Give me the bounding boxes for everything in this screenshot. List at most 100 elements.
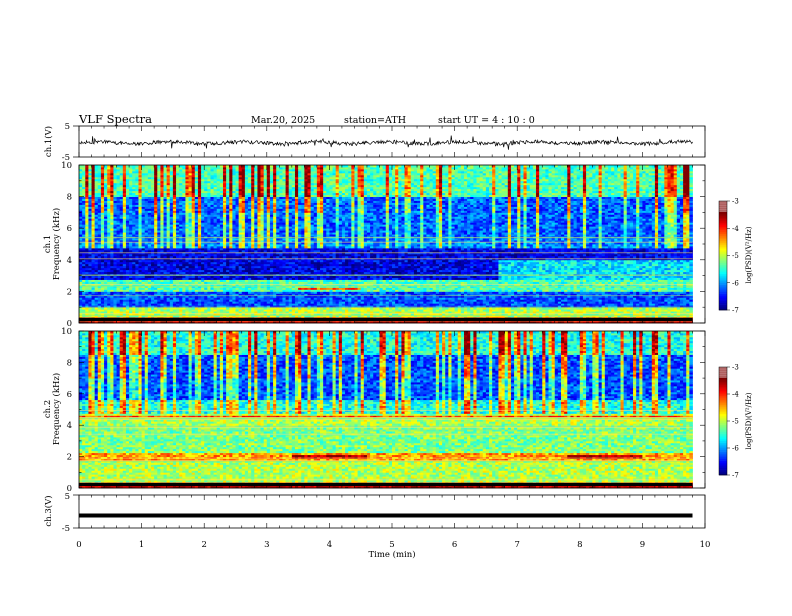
- colorbar-swatch: [719, 443, 727, 445]
- colorbar-swatch: [719, 259, 727, 261]
- time-tick-label: 7: [514, 540, 519, 550]
- ch2-colorbar-label: log(PSD)(V²/Hz): [745, 392, 753, 449]
- colorbar-swatch: [719, 294, 727, 296]
- colorbar-swatch: [719, 407, 727, 409]
- colorbar-swatch: [719, 378, 727, 380]
- ch3-waveform-ylabel: ch.3(V): [43, 495, 54, 526]
- ch3-ytick-top: 5: [65, 492, 70, 502]
- time-axis-label: Time (min): [368, 549, 415, 560]
- colorbar-tick-label: -3: [732, 364, 739, 372]
- colorbar-swatch: [719, 272, 727, 274]
- colorbar-swatch: [719, 421, 727, 423]
- colorbar-swatch: [719, 236, 727, 238]
- colorbar-swatch: [719, 303, 727, 305]
- colorbar-swatch: [719, 444, 727, 446]
- colorbar-swatch: [719, 270, 727, 272]
- colorbar-swatch: [719, 212, 727, 214]
- colorbar-swatch: [719, 401, 727, 403]
- colorbar-swatch: [719, 419, 727, 421]
- colorbar-swatch: [719, 221, 727, 223]
- colorbar-swatch: [719, 201, 727, 203]
- colorbar-swatch: [719, 210, 727, 212]
- colorbar-swatch: [719, 367, 727, 369]
- colorbar-swatch: [719, 453, 727, 455]
- colorbar-swatch: [719, 265, 727, 267]
- colorbar-swatch: [719, 437, 727, 439]
- frequency-tick-label: 8: [67, 193, 72, 203]
- colorbar-swatch: [719, 381, 727, 383]
- colorbar-tick-label: -4: [732, 391, 739, 399]
- colorbar-tick-label: -6: [732, 445, 739, 453]
- colorbar-swatch: [719, 290, 727, 292]
- colorbar-swatch: [719, 205, 727, 207]
- colorbar-swatch: [719, 243, 727, 245]
- time-tick-label: 0: [76, 540, 81, 550]
- frequency-tick-label: 8: [67, 358, 72, 368]
- colorbar-swatch: [719, 374, 727, 376]
- colorbar-swatch: [719, 371, 727, 373]
- time-tick-label: 4: [327, 540, 332, 550]
- colorbar-swatch: [719, 430, 727, 432]
- station-label: station=ATH: [344, 115, 406, 126]
- colorbar-tick-label: -4: [732, 225, 739, 233]
- colorbar-swatch: [719, 297, 727, 299]
- colorbar-swatch: [719, 268, 727, 270]
- colorbar-swatch: [719, 394, 727, 396]
- colorbar-swatch: [719, 455, 727, 457]
- colorbar-swatch: [719, 448, 727, 450]
- time-tick-label: 1: [139, 540, 144, 550]
- colorbar-swatch: [719, 254, 727, 256]
- colorbar-swatch: [719, 380, 727, 382]
- colorbar-swatch: [719, 396, 727, 398]
- colorbar-swatch: [719, 263, 727, 265]
- colorbar-swatch: [719, 226, 727, 228]
- colorbar-swatch: [719, 457, 727, 459]
- colorbar-swatch: [719, 390, 727, 392]
- colorbar-swatch: [719, 275, 727, 277]
- colorbar-swatch: [719, 232, 727, 234]
- colorbar-tick-label: -5: [732, 252, 739, 260]
- ch1-colorbar-label: log(PSD)(V²/Hz): [745, 226, 753, 283]
- figure-header: VLF Spectra Mar.20, 2025 station=ATH sta…: [78, 112, 535, 126]
- colorbar-swatch: [719, 245, 727, 247]
- colorbar-swatch: [719, 285, 727, 287]
- colorbar-swatch: [719, 279, 727, 281]
- colorbar-swatch: [719, 261, 727, 263]
- frequency-tick-label: 2: [67, 453, 72, 463]
- colorbar-swatch: [719, 446, 727, 448]
- colorbar-swatch: [719, 299, 727, 301]
- colorbar-swatch: [719, 466, 727, 468]
- colorbar-swatch: [719, 452, 727, 454]
- frequency-tick-label: 4: [67, 421, 72, 431]
- time-tick-label: 9: [640, 540, 645, 550]
- colorbar-swatch: [719, 464, 727, 466]
- colorbar-swatch: [719, 257, 727, 259]
- colorbar-swatch: [719, 214, 727, 216]
- colorbar-swatch: [719, 216, 727, 218]
- colorbar-swatch: [719, 461, 727, 463]
- colorbar-swatch: [719, 246, 727, 248]
- colorbar-tick-label: -3: [732, 198, 739, 206]
- colorbar-swatch: [719, 252, 727, 254]
- colorbar-swatch: [719, 219, 727, 221]
- colorbar-swatch: [719, 434, 727, 436]
- colorbar-swatch: [719, 462, 727, 464]
- colorbar-swatch: [719, 385, 727, 387]
- colorbar-swatch: [719, 306, 727, 308]
- ch1-waveform-ylabel: ch.1(V): [43, 126, 54, 157]
- colorbar-swatch: [719, 471, 727, 473]
- colorbar-swatch: [719, 399, 727, 401]
- colorbar-swatch: [719, 426, 727, 428]
- colorbar-swatch: [719, 387, 727, 389]
- colorbar-swatch: [719, 425, 727, 427]
- colorbar-swatch: [719, 305, 727, 307]
- figure-title: VLF Spectra: [78, 112, 152, 126]
- colorbar-swatch: [719, 295, 727, 297]
- colorbar-swatch: [719, 277, 727, 279]
- colorbar-swatch: [719, 237, 727, 239]
- frequency-tick-label: 10: [61, 327, 72, 337]
- colorbar-tick-label: -7: [732, 472, 739, 480]
- colorbar-swatch: [719, 468, 727, 470]
- frequency-tick-label: 6: [67, 224, 72, 234]
- colorbar-swatch: [719, 398, 727, 400]
